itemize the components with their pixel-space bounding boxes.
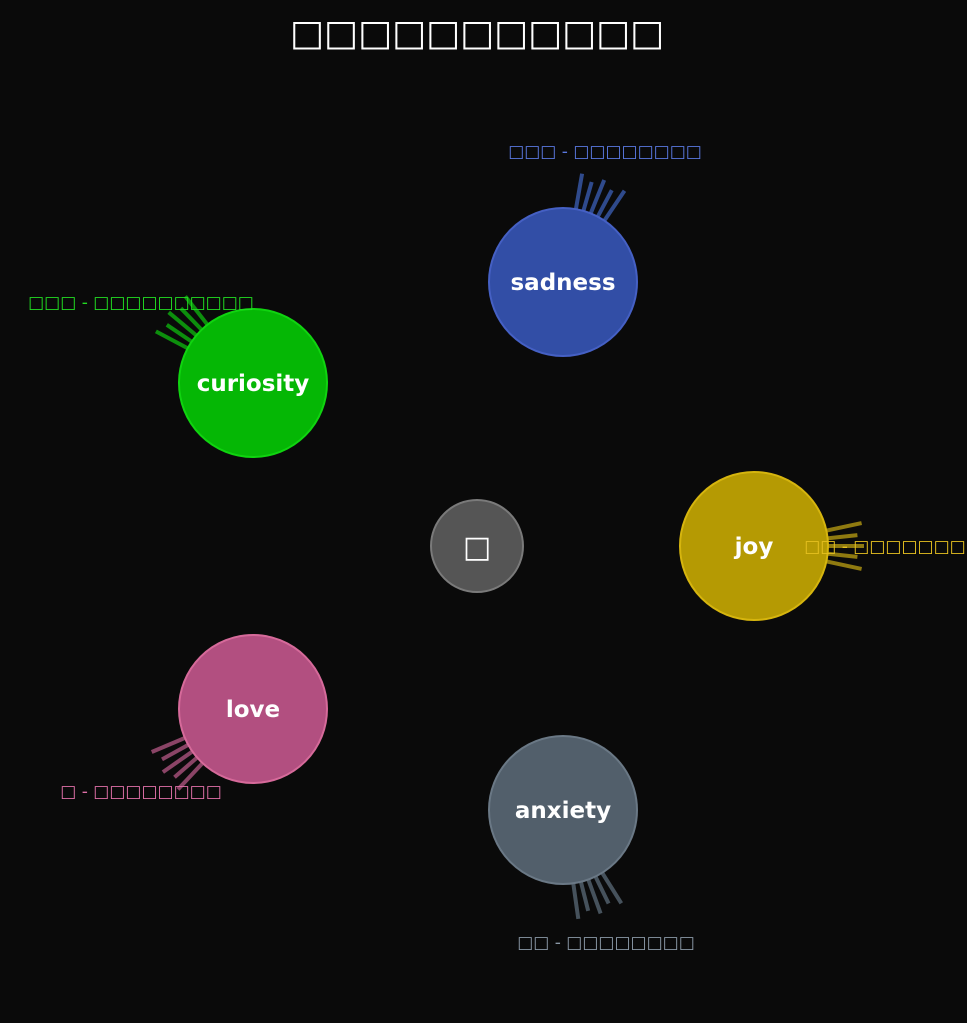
ray-anxiety	[585, 875, 603, 915]
ray-sadness	[594, 189, 614, 222]
node-curiosity[interactable]: curiosity	[178, 308, 328, 458]
rays-joy	[822, 521, 864, 571]
caption-sadness: □□□ - □□□□□□□□	[508, 142, 702, 162]
center-circle	[430, 499, 524, 593]
ray-curiosity	[165, 323, 197, 346]
ray-sadness	[587, 179, 607, 218]
node-anxiety-circle[interactable]	[488, 735, 638, 885]
center-node: □	[430, 499, 524, 593]
node-anxiety-label: anxiety	[515, 798, 611, 824]
ray-anxiety	[577, 877, 591, 912]
node-love[interactable]: love	[178, 634, 328, 784]
rays-anxiety	[570, 868, 623, 920]
node-curiosity-circle[interactable]	[178, 308, 328, 458]
ray-love	[161, 741, 193, 762]
node-joy[interactable]: joy	[679, 471, 829, 621]
node-sadness-label: sadness	[510, 270, 615, 296]
ray-sadness	[580, 181, 594, 216]
caption-anxiety: □□ - □□□□□□□□	[517, 933, 695, 953]
ray-anxiety	[598, 868, 623, 905]
ray-sadness	[573, 173, 585, 214]
node-sadness[interactable]: sadness	[488, 207, 638, 357]
ray-joy	[823, 533, 858, 541]
caption-curiosity: □□□ - □□□□□□□□□□	[28, 293, 254, 313]
ray-joy	[823, 551, 858, 559]
center-glyph: □	[463, 530, 491, 565]
node-joy-circle[interactable]	[679, 471, 829, 621]
rays-sadness	[573, 173, 627, 226]
node-curiosity-label: curiosity	[197, 371, 310, 397]
node-love-circle[interactable]	[178, 634, 328, 784]
node-anxiety[interactable]: anxiety	[488, 735, 638, 885]
node-joy-label: joy	[734, 534, 774, 560]
diagram-title: □□□□□□□□□□□	[290, 13, 664, 54]
caption-love: □ - □□□□□□□□	[60, 782, 222, 802]
node-love-label: love	[226, 697, 280, 723]
rays-love	[150, 734, 207, 791]
ray-curiosity	[167, 310, 201, 340]
ray-joy	[822, 521, 863, 534]
ray-curiosity	[179, 306, 206, 334]
ray-curiosity	[183, 295, 212, 330]
ray-sadness	[600, 189, 627, 226]
ray-love	[176, 758, 207, 791]
ray-joy	[822, 558, 863, 571]
ray-anxiety	[591, 872, 611, 905]
ray-love	[173, 753, 202, 779]
caption-joy: □□ - □□□□□□□□	[804, 537, 967, 557]
rays-curiosity	[154, 295, 212, 352]
ray-love	[150, 734, 190, 754]
ray-curiosity	[154, 329, 193, 352]
node-sadness-circle[interactable]	[488, 207, 638, 357]
ray-anxiety	[570, 879, 581, 920]
ray-love	[161, 747, 197, 774]
